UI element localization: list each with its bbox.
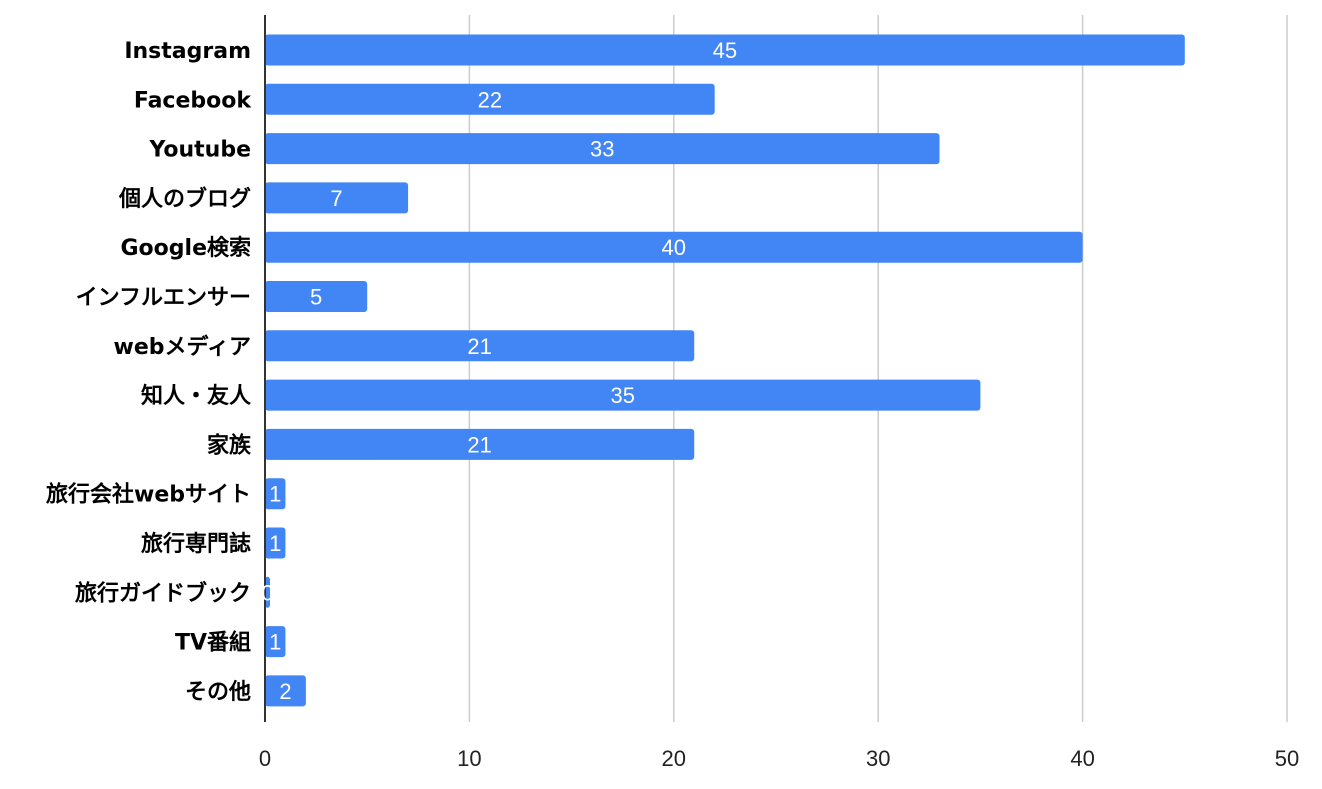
category-label: TV番組 bbox=[175, 630, 251, 656]
x-tick-label: 0 bbox=[259, 746, 271, 771]
bar bbox=[265, 281, 368, 312]
category-label: Google検索 bbox=[121, 236, 252, 261]
data-label: 2 bbox=[279, 679, 291, 704]
x-tick-label: 10 bbox=[457, 746, 481, 771]
bar bbox=[265, 527, 286, 559]
x-tick-label: 20 bbox=[662, 746, 686, 771]
grid-lines bbox=[468, 15, 1288, 722]
bar bbox=[265, 576, 270, 608]
bars bbox=[265, 34, 1185, 707]
data-label: 21 bbox=[467, 432, 491, 457]
category-label: 旅行専門誌 bbox=[141, 531, 251, 557]
data-label: 40 bbox=[662, 235, 686, 260]
category-label: Facebook bbox=[134, 88, 253, 113]
category-label: インフルエンサー bbox=[76, 286, 251, 311]
data-label: 35 bbox=[610, 383, 634, 408]
bar bbox=[265, 83, 715, 115]
bar bbox=[265, 182, 409, 214]
category-label: 個人のブログ bbox=[118, 186, 251, 212]
data-label: 45 bbox=[713, 38, 737, 63]
category-label: Instagram bbox=[124, 39, 251, 64]
data-label: 22 bbox=[478, 87, 502, 112]
bar bbox=[265, 675, 306, 707]
bar bbox=[265, 428, 695, 460]
x-tick-label: 50 bbox=[1275, 746, 1299, 771]
data-label: 0 bbox=[261, 580, 273, 605]
category-label: Youtube bbox=[148, 138, 251, 163]
bar bbox=[265, 626, 286, 658]
category-label: 旅行ガイドブック bbox=[75, 580, 251, 606]
bar bbox=[265, 34, 1185, 66]
data-label: 1 bbox=[269, 630, 281, 655]
data-label: 33 bbox=[590, 137, 614, 162]
data-label: 1 bbox=[269, 531, 281, 556]
data-label: 7 bbox=[330, 186, 342, 211]
category-label: 旅行会社webサイト bbox=[46, 482, 251, 508]
category-label: その他 bbox=[185, 680, 251, 705]
bar bbox=[265, 379, 981, 411]
category-label: webメディア bbox=[114, 334, 251, 360]
category-label: 知人・友人 bbox=[141, 383, 251, 409]
data-label: 5 bbox=[310, 285, 322, 310]
data-label: 1 bbox=[269, 482, 281, 507]
x-tick-label: 30 bbox=[866, 746, 890, 771]
category-label: 家族 bbox=[207, 432, 252, 458]
data-label: 21 bbox=[467, 334, 491, 359]
bar bbox=[265, 133, 940, 165]
bar bbox=[265, 330, 695, 362]
bar bbox=[265, 231, 1083, 263]
x-tick-label: 40 bbox=[1070, 746, 1094, 771]
bar bbox=[265, 478, 286, 510]
